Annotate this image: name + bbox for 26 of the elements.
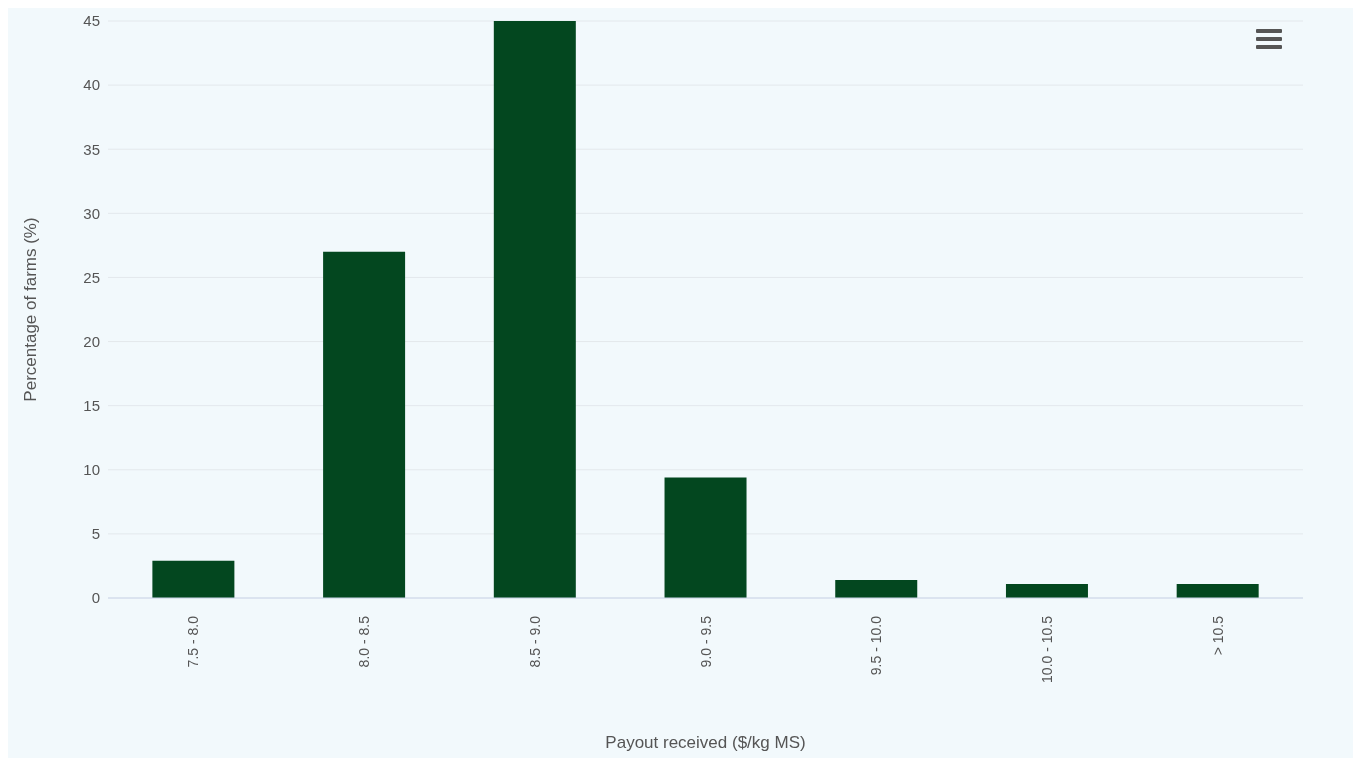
- bar: [664, 477, 747, 598]
- y-tick-label: 35: [83, 140, 100, 158]
- bar: [152, 560, 235, 598]
- x-tick-label: 8.0 - 8.5: [356, 615, 373, 668]
- x-tick-label: 10.0 - 10.5: [1038, 615, 1055, 683]
- x-tick-label: > 10.5: [1209, 615, 1226, 656]
- x-tick-label: 9.5 - 10.0: [868, 615, 885, 676]
- bar: [323, 251, 406, 598]
- y-tick-label: 30: [83, 204, 100, 222]
- bar: [835, 580, 918, 598]
- y-tick-label: 5: [91, 525, 100, 543]
- y-tick-label: 40: [83, 76, 100, 94]
- bar: [1176, 583, 1259, 598]
- x-axis-title: Payout received ($/kg MS): [605, 733, 806, 752]
- x-tick-label: 7.5 - 8.0: [185, 615, 202, 668]
- y-tick-label: 20: [83, 332, 100, 350]
- y-tick-label: 10: [83, 461, 100, 479]
- x-tick-label: 8.5 - 9.0: [526, 615, 543, 668]
- y-tick-label: 25: [83, 268, 100, 286]
- y-tick-label: 45: [83, 12, 100, 30]
- y-tick-label: 15: [83, 396, 100, 414]
- bar: [1005, 583, 1088, 598]
- y-axis-title: Percentage of farms (%): [21, 217, 41, 402]
- y-tick-label: 0: [91, 589, 100, 607]
- bar: [493, 21, 576, 598]
- x-tick-label: 9.0 - 9.5: [697, 615, 714, 668]
